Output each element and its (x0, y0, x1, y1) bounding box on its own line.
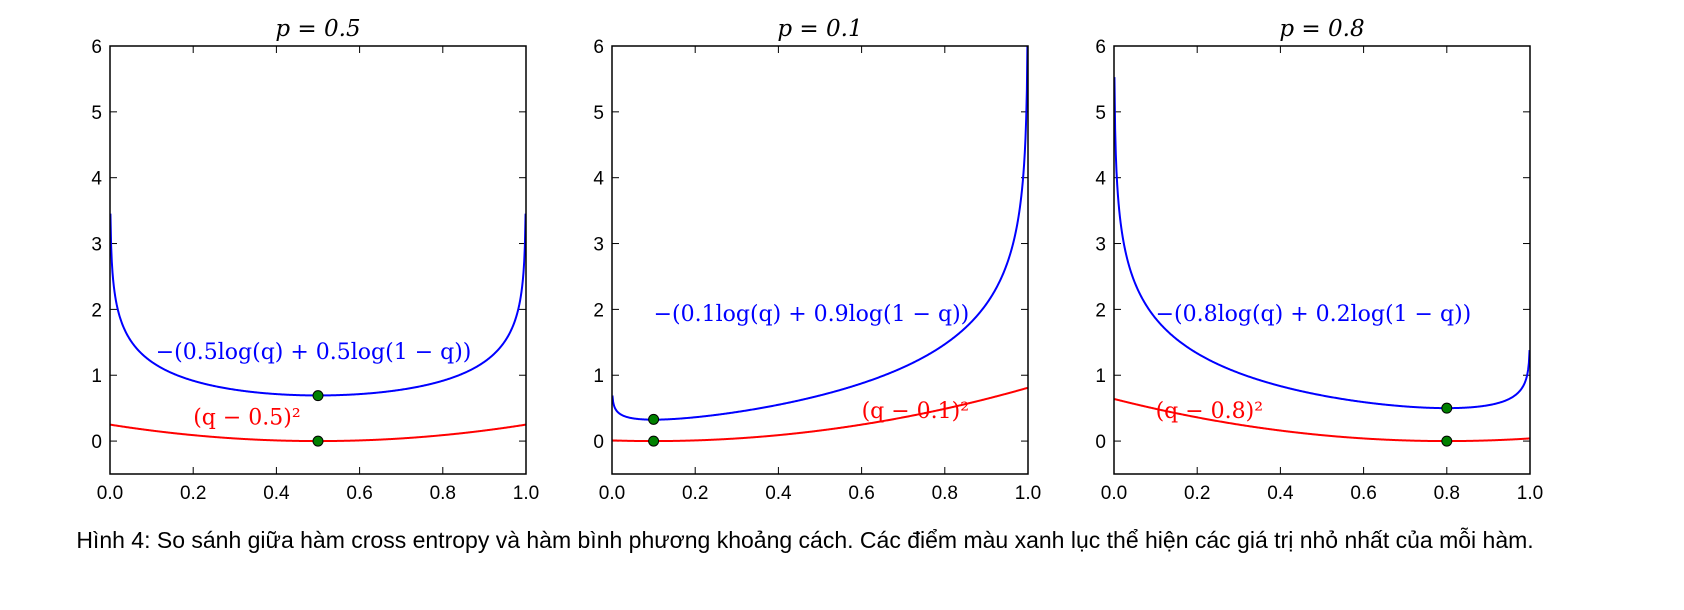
y-tick-label: 4 (91, 169, 102, 190)
x-tick-label: 0.8 (430, 483, 456, 504)
squared-distance-curve (612, 386, 1028, 443)
x-tick-label: 0.6 (1350, 483, 1376, 504)
y-tick-label: 4 (1095, 169, 1106, 190)
x-tick-label: 0.0 (97, 483, 123, 504)
y-tick-label: 5 (593, 103, 604, 124)
minimum-point (648, 413, 660, 425)
x-tick-label: 0.6 (346, 483, 372, 504)
plot-frame (611, 45, 1029, 475)
x-tick-label: 1.0 (1517, 483, 1543, 504)
plot-frame (109, 45, 527, 475)
squared-distance-label: (q − 0.1)² (862, 399, 969, 424)
x-tick-label: 0.6 (848, 483, 874, 504)
panel-3: p = 0.8 0.0 0.2 0.4 0.6 0.8 1.0 0 1 2 3 4 5 6 −(0.8log… (1095, 16, 1543, 504)
panel-2: p = 0.1 0.0 0.2 0.4 0.6 0.8 1.0 0 1 2 3 4 5 6 −(0.1log… (593, 16, 1041, 504)
cross-entropy-label: −(0.8log(q) + 0.2log(1 − q)) (1156, 302, 1472, 327)
x-tick-label: 1.0 (1015, 483, 1041, 504)
minimum-point (312, 435, 324, 447)
y-tick-label: 1 (1095, 366, 1106, 387)
cross-entropy-label: −(0.1log(q) + 0.9log(1 − q)) (654, 302, 970, 327)
panel-title: p = 0.1 (777, 16, 862, 42)
panel-1: p = 0.5 0.0 0.2 0.4 0.6 0.8 1.0 0 1 2 3 4 5 6 −(0.5log… (91, 16, 539, 504)
minimum-point (1441, 435, 1453, 447)
y-tick-label: 6 (593, 37, 604, 58)
y-tick-label: 5 (1095, 103, 1106, 124)
y-tick-label: 2 (593, 300, 604, 321)
y-tick-label: 2 (1095, 300, 1106, 321)
plot-frame (1113, 45, 1531, 475)
y-tick-label: 3 (91, 235, 102, 256)
y-tick-label: 0 (593, 432, 604, 453)
y-tick-label: 1 (91, 366, 102, 387)
minimum-point (312, 390, 324, 402)
x-tick-label: 0.4 (263, 483, 290, 504)
panel-title: p = 0.8 (1279, 16, 1364, 42)
panel-title: p = 0.5 (275, 16, 360, 42)
minimum-point (648, 435, 660, 447)
y-tick-label: 2 (91, 300, 102, 321)
squared-distance-curve (1114, 398, 1530, 443)
x-tick-label: 0.2 (180, 483, 206, 504)
cross-entropy-curve (110, 213, 526, 397)
cross-entropy-curve (612, 46, 1028, 421)
y-tick-label: 3 (593, 235, 604, 256)
y-tick-label: 3 (1095, 235, 1106, 256)
figure-caption: Hình 4: So sánh giữa hàm cross entropy v… (76, 527, 1534, 553)
cross-entropy-label: −(0.5log(q) + 0.5log(1 − q)) (156, 340, 472, 365)
y-tick-label: 0 (1095, 432, 1106, 453)
cross-entropy-curve (1114, 77, 1530, 410)
y-tick-label: 4 (593, 169, 604, 190)
minimum-point (1441, 402, 1453, 414)
y-tick-label: 5 (91, 103, 102, 124)
y-tick-label: 0 (91, 432, 102, 453)
x-tick-label: 0.4 (1267, 483, 1294, 504)
x-tick-label: 0.0 (1101, 483, 1127, 504)
x-tick-label: 0.0 (599, 483, 625, 504)
x-tick-label: 0.8 (932, 483, 958, 504)
x-tick-label: 1.0 (513, 483, 539, 504)
squared-distance-label: (q − 0.8)² (1156, 399, 1263, 424)
y-tick-label: 1 (593, 366, 604, 387)
y-tick-label: 6 (1095, 37, 1106, 58)
x-tick-label: 0.8 (1434, 483, 1460, 504)
x-tick-label: 0.2 (1184, 483, 1210, 504)
squared-distance-label: (q − 0.5)² (193, 406, 300, 431)
x-tick-label: 0.4 (765, 483, 792, 504)
x-tick-label: 0.2 (682, 483, 708, 504)
y-tick-label: 6 (91, 37, 102, 58)
figure: p = 0.5 0.0 0.2 0.4 0.6 0.8 1.0 0 1 2 3 4 5 6 −(0.5log… (91, 16, 1543, 504)
